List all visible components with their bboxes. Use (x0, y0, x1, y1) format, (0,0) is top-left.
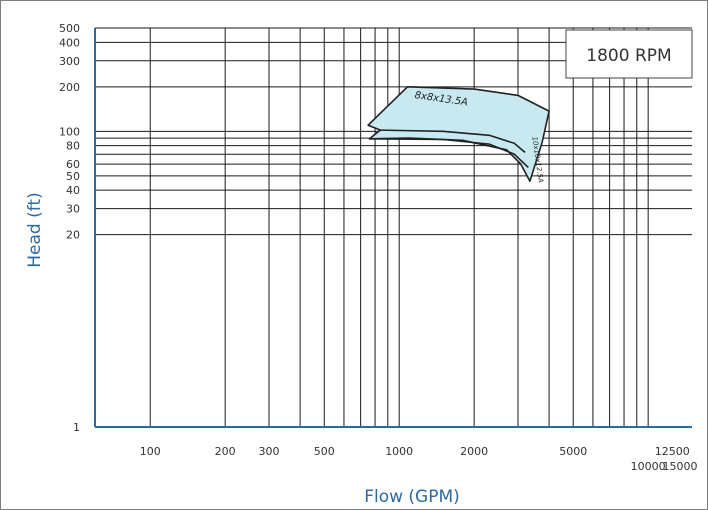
y-tick-label: 20 (66, 229, 80, 242)
y-tick-label: 500 (59, 22, 80, 35)
x-tick-label: 300 (259, 445, 280, 458)
x-tick-label: 100 (140, 445, 161, 458)
impeller-curve (380, 129, 526, 154)
x-tick-label: 200 (215, 445, 236, 458)
y-tick-label: 30 (66, 203, 80, 216)
x-axis-title: Flow (GPM) (364, 487, 460, 507)
axes (94, 28, 692, 428)
y-tick-label: 300 (59, 55, 80, 68)
y-tick-label: 1 (73, 421, 80, 434)
y-tick-label: 50 (66, 170, 80, 183)
x-tick-label: 10000 (631, 460, 666, 473)
y-axis-title: Head (ft) (25, 192, 45, 267)
x-tick-label: 500 (314, 445, 335, 458)
y-tick-label: 400 (59, 36, 80, 49)
x-tick-label: 12500 (655, 445, 690, 458)
y-tick-label: 100 (59, 125, 80, 138)
impeller-curve (369, 138, 529, 168)
x-tick-label: 2000 (460, 445, 488, 458)
y-tick-label: 80 (66, 140, 80, 153)
x-tick-label: 15000 (663, 460, 698, 473)
x-tick-label: 1000 (385, 445, 413, 458)
y-tick-label: 200 (59, 81, 80, 94)
y-tick-label: 40 (66, 184, 80, 197)
rpm-badge-label: 1800 RPM (586, 46, 671, 66)
x-tick-label: 5000 (559, 445, 587, 458)
rpm-badge: 1800 RPM (565, 29, 693, 79)
grid (95, 27, 692, 427)
y-tick-label: 60 (66, 158, 80, 171)
